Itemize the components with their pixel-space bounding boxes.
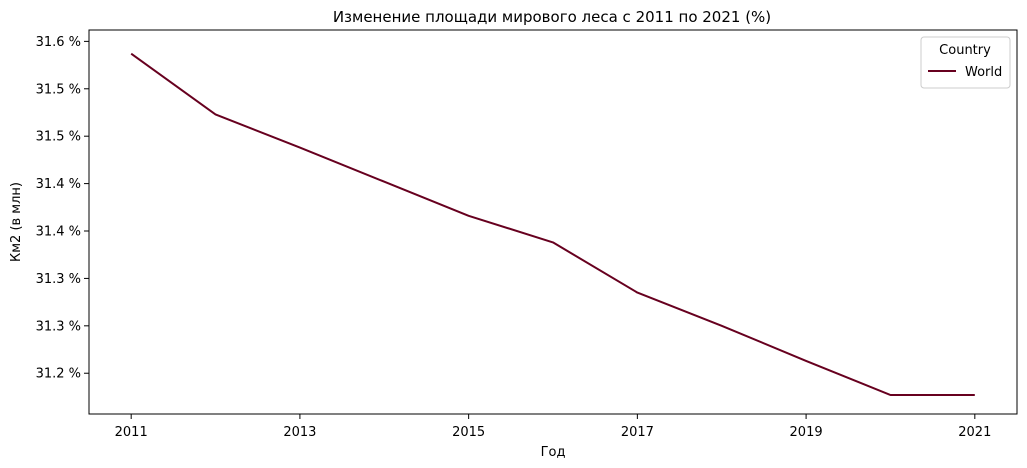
y-tick-label: 31.4 % xyxy=(36,225,81,240)
x-tick-label: 2021 xyxy=(958,425,991,440)
x-tick-label: 2011 xyxy=(115,425,148,440)
legend-title: Country xyxy=(939,43,991,58)
legend: Country World xyxy=(920,36,1011,89)
x-axis-label: Год xyxy=(541,445,566,460)
y-tick-label: 31.3 % xyxy=(36,319,81,334)
y-axis-label: Км2 (в млн) xyxy=(9,182,24,262)
plot-frame xyxy=(88,29,1018,415)
legend-box xyxy=(920,36,1011,89)
x-tick-label: 2015 xyxy=(452,425,485,440)
chart-title: Изменение площади мирового леса с 2011 п… xyxy=(333,8,771,26)
y-tick-label: 31.4 % xyxy=(36,177,81,192)
x-tick-label: 2013 xyxy=(283,425,316,440)
y-tick-label: 31.6 % xyxy=(36,35,81,50)
y-tick-label: 31.3 % xyxy=(36,272,81,287)
series-layer xyxy=(130,52,975,396)
y-axis: 31.2 % 31.3 % 31.3 % 31.4 % 31.4 % 31.5 % 31.5… xyxy=(36,35,89,382)
y-tick-label: 31.5 % xyxy=(36,82,81,97)
x-tick-label: 2017 xyxy=(621,425,654,440)
y-tick-label: 31.5 % xyxy=(36,130,81,145)
series-line-world xyxy=(130,52,975,396)
x-axis: 2011 2013 2015 2017 2019 2021 xyxy=(115,414,991,440)
y-tick-label: 31.2 % xyxy=(36,367,81,382)
x-tick-label: 2019 xyxy=(790,425,823,440)
legend-label-world: World xyxy=(965,65,1002,80)
